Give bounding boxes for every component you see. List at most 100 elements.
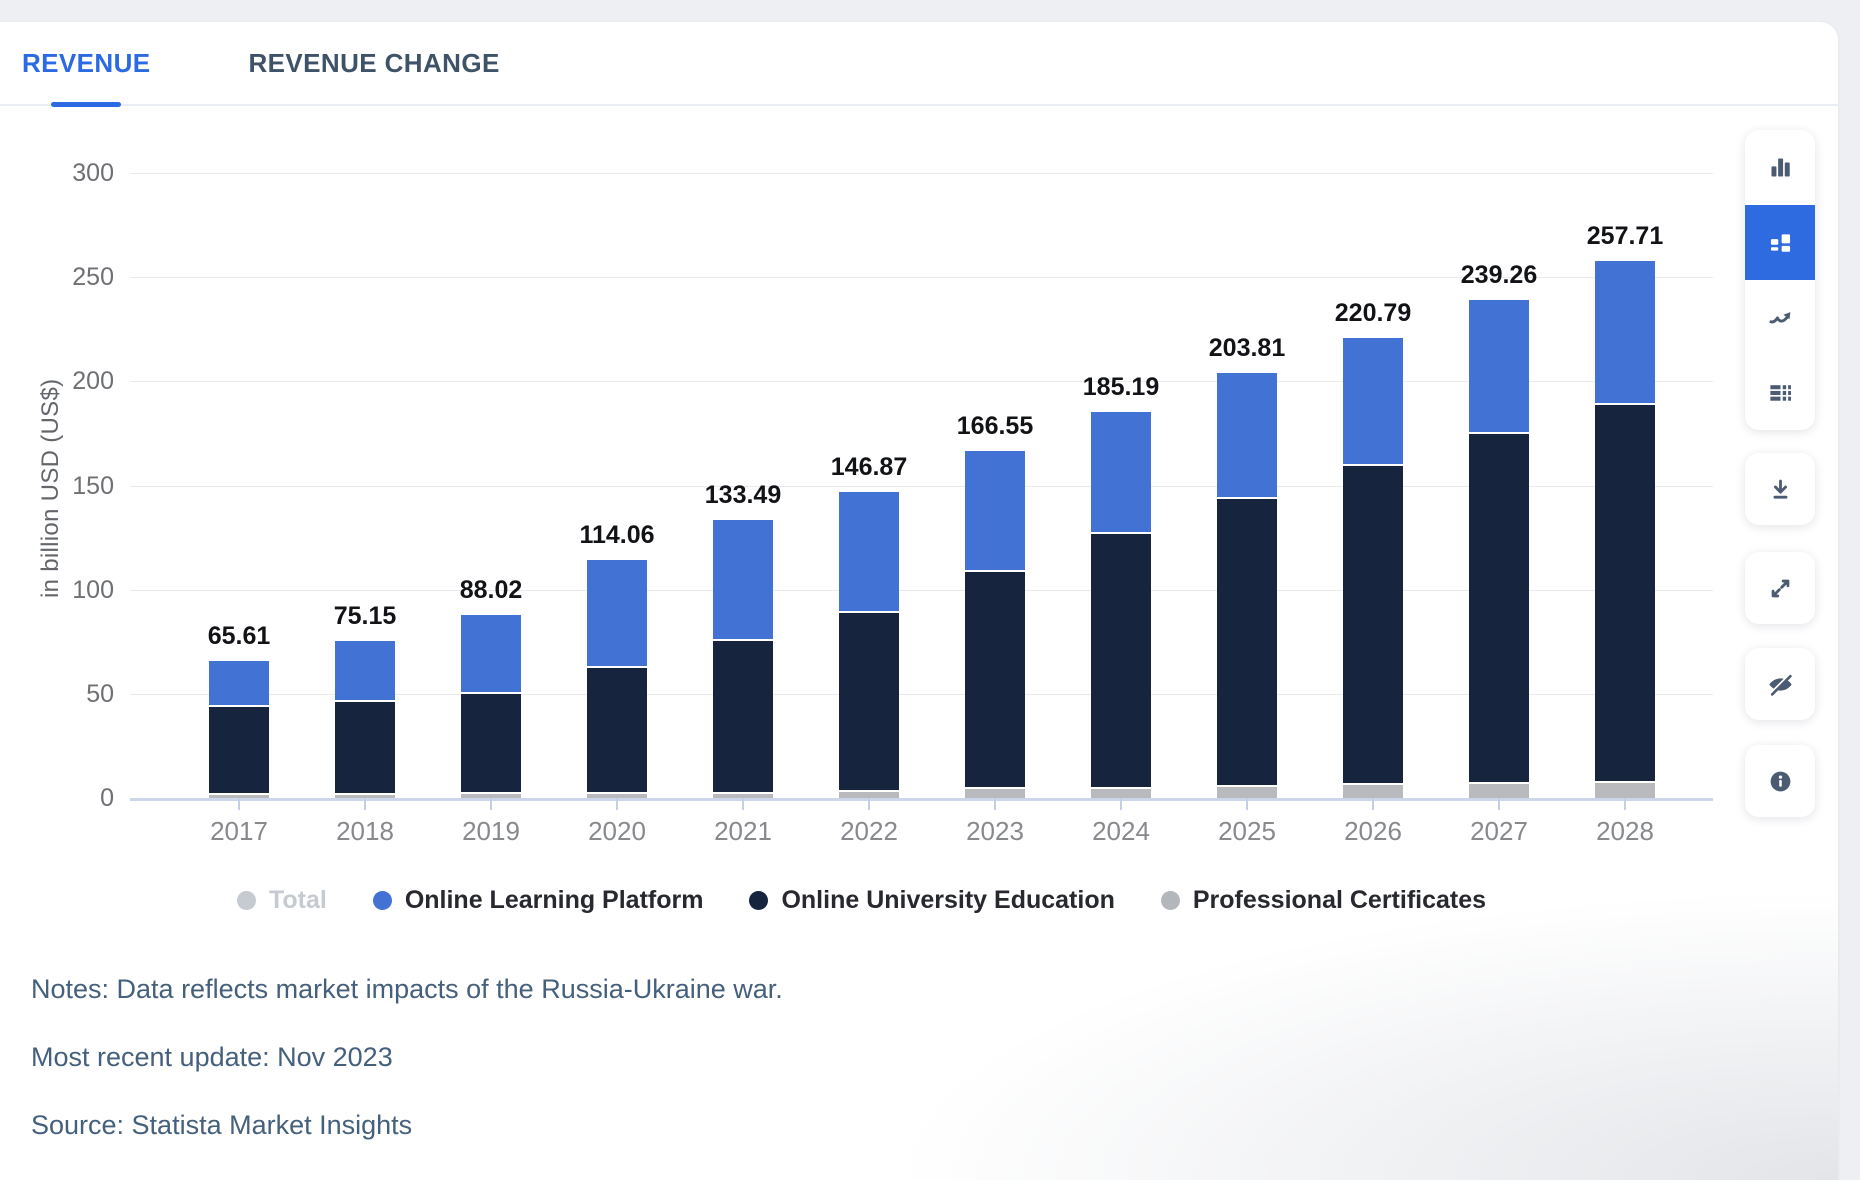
bar-segment-online-learning-platform[interactable] <box>1343 338 1403 465</box>
plot-area: 0 50 100 150 200 250 300 65.61 2017 75.15 2018 88.0… <box>72 160 1713 846</box>
segment-separator <box>1343 783 1403 786</box>
bar-total-label: 239.26 <box>1460 260 1538 289</box>
segment-separator <box>965 569 1025 572</box>
bar-segment-professional-certificates[interactable] <box>713 792 773 798</box>
bar-segment-professional-certificates[interactable] <box>1091 787 1151 798</box>
bar-segment-professional-certificates[interactable] <box>839 790 899 798</box>
bar-total-label: 146.87 <box>830 453 908 482</box>
active-tab-underline <box>51 102 122 107</box>
tab-revenue-change[interactable]: REVENUE CHANGE <box>249 22 500 104</box>
x-axis-tick <box>1498 798 1500 810</box>
bar-segment-professional-certificates[interactable] <box>965 787 1025 798</box>
x-axis-label: 2025 <box>1218 816 1276 846</box>
tab-revenue[interactable]: REVENUE <box>22 22 151 107</box>
x-axis-label: 2024 <box>1092 816 1150 846</box>
bar-segment-online-learning-platform[interactable] <box>461 614 521 693</box>
y-axis-tick-label: 250 <box>72 263 114 292</box>
bar-segment-online-learning-platform[interactable] <box>1595 261 1655 405</box>
segment-separator <box>1595 403 1655 406</box>
bar-segment-online-university-education[interactable] <box>965 570 1025 788</box>
segment-separator <box>839 789 899 792</box>
y-axis-title: in billion USD (US$) <box>37 378 64 599</box>
bar-segment-online-university-education[interactable] <box>1091 533 1151 788</box>
legend-item-online-learning-platform[interactable]: Online Learning Platform <box>372 885 704 915</box>
bar-segment-online-learning-platform[interactable] <box>713 519 773 640</box>
bar-segment-professional-certificates[interactable] <box>1595 782 1655 798</box>
update-line: Most recent update: Nov 2023 <box>31 1042 393 1072</box>
bar-total-label: 114.06 <box>579 521 655 550</box>
gridline <box>130 381 1713 383</box>
info-icon <box>1770 771 1790 791</box>
legend-item-online-university-education[interactable]: Online University Education <box>749 886 1115 915</box>
hide-chart-button[interactable] <box>1745 648 1815 720</box>
x-axis-label: 2022 <box>840 816 898 846</box>
bar-segment-professional-certificates[interactable] <box>587 792 647 798</box>
x-axis-tick <box>868 798 870 810</box>
legend: Total Online Learning Platform Online Univ… <box>130 882 1713 918</box>
download-icon <box>1773 479 1787 499</box>
legend-label: Total <box>268 885 327 914</box>
bar-total-label: 166.55 <box>956 412 1034 441</box>
bar-chart-view-button[interactable] <box>1745 130 1815 205</box>
chart-type-toolbar <box>1745 130 1815 430</box>
download-button[interactable] <box>1745 453 1815 525</box>
bar-segment-professional-certificates[interactable] <box>461 792 521 798</box>
bar-segment-online-learning-platform[interactable] <box>1469 299 1529 434</box>
legend-item-professional-certificates[interactable]: Professional Certificates <box>1160 886 1486 915</box>
bar-segment-online-learning-platform[interactable] <box>335 641 395 702</box>
segment-separator <box>587 665 647 668</box>
segment-separator <box>1595 781 1655 784</box>
x-axis-tick <box>1624 798 1626 810</box>
bar-segment-online-university-education[interactable] <box>1595 404 1655 783</box>
bar-segment-online-university-education[interactable] <box>587 666 647 793</box>
x-axis-tick <box>1120 798 1122 810</box>
bar-segment-professional-certificates[interactable] <box>335 793 395 798</box>
table-view-button[interactable] <box>1745 355 1815 430</box>
bar-segment-online-university-education[interactable] <box>1343 464 1403 785</box>
bar-segment-professional-certificates[interactable] <box>1469 783 1529 798</box>
x-axis-label: 2019 <box>462 816 520 846</box>
bar-total-label: 65.61 <box>207 622 271 651</box>
stacked-chart-view-button[interactable] <box>1745 205 1815 280</box>
bar-segment-professional-certificates[interactable] <box>1217 785 1277 798</box>
bar-segment-online-learning-platform[interactable] <box>209 661 269 707</box>
bar-segment-online-learning-platform[interactable] <box>1217 373 1277 498</box>
chart-card: REVENUE REVENUE CHANGE in billion USD (U… <box>0 22 1838 1180</box>
notes-block: Notes: Data reflects market impacts of t… <box>31 972 783 1176</box>
eye-off-icon <box>1768 672 1792 696</box>
bar-segment-professional-certificates[interactable] <box>209 793 269 798</box>
segment-separator <box>1343 463 1403 466</box>
bar-segment-online-learning-platform[interactable] <box>839 492 899 612</box>
table-icon <box>1769 385 1791 401</box>
bar-segment-online-university-education[interactable] <box>209 706 269 794</box>
fullscreen-button[interactable] <box>1745 552 1815 624</box>
y-axis-tick-label: 200 <box>72 367 114 396</box>
bar-segment-online-university-education[interactable] <box>1217 498 1277 786</box>
gridline <box>130 277 1713 279</box>
info-button[interactable] <box>1745 745 1815 817</box>
bar-segment-online-learning-platform[interactable] <box>587 560 647 667</box>
bar-segment-online-learning-platform[interactable] <box>965 451 1025 571</box>
segment-separator <box>1091 532 1151 535</box>
bar-segment-online-university-education[interactable] <box>461 692 521 793</box>
stacked-chart-icon <box>1770 234 1790 252</box>
segment-separator <box>713 638 773 641</box>
bar-segment-online-university-education[interactable] <box>335 701 395 794</box>
legend-item-total[interactable]: Total <box>236 885 327 915</box>
bar-segment-professional-certificates[interactable] <box>1343 784 1403 798</box>
gridline <box>130 589 1713 591</box>
x-axis-label: 2027 <box>1470 816 1528 846</box>
line-chart-view-button[interactable] <box>1745 280 1815 355</box>
y-axis-tick-label: 50 <box>86 679 114 708</box>
bar-segment-online-learning-platform[interactable] <box>1091 412 1151 534</box>
bar-segment-online-university-education[interactable] <box>839 611 899 791</box>
segment-separator <box>461 791 521 794</box>
bar-segment-online-university-education[interactable] <box>713 639 773 793</box>
bar-segment-online-university-education[interactable] <box>1469 433 1529 784</box>
segment-separator <box>335 792 395 795</box>
legend-dot <box>749 890 769 910</box>
y-axis-tick-label: 100 <box>72 575 114 604</box>
legend-label: Online Learning Platform <box>404 885 704 914</box>
bar-total-label: 220.79 <box>1334 299 1412 328</box>
